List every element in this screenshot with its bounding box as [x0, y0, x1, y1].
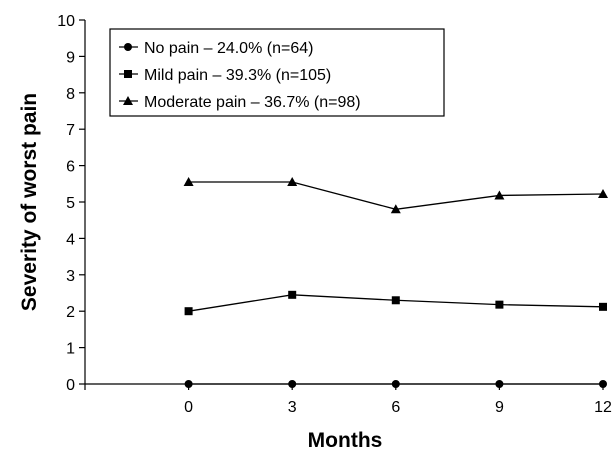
x-tick-label: 3 [288, 399, 297, 416]
data-point [184, 307, 193, 316]
data-point [390, 204, 401, 214]
x-tick-label: 12 [594, 399, 612, 416]
data-point [599, 380, 607, 388]
data-point [288, 290, 297, 299]
y-tick-label: 7 [66, 122, 75, 139]
series-layer [183, 176, 608, 388]
legend-label: Moderate pain – 36.7% (n=98) [144, 94, 361, 111]
x-axis-title: Months [308, 429, 383, 452]
legend-label: Mild pain – 39.3% (n=105) [144, 67, 331, 84]
series-triangle [183, 176, 608, 214]
y-tick-label: 4 [66, 231, 75, 248]
legend-items: No pain – 24.0% (n=64) Mild pain – 39.3% … [119, 40, 361, 111]
data-point [598, 188, 608, 198]
legend-marker [124, 43, 132, 51]
y-axis-title: Severity of worst pain [18, 93, 41, 311]
data-point [184, 380, 193, 388]
x-axis: 0 3 6 9 12 [84, 383, 612, 416]
legend-item: Mild pain – 39.3% (n=105) [119, 67, 331, 84]
legend-marker [124, 70, 132, 78]
y-tick-label: 1 [66, 341, 75, 358]
legend-marker [123, 96, 133, 105]
y-tick-label: 9 [66, 49, 75, 66]
x-tick-label: 0 [184, 399, 193, 416]
y-tick-label: 3 [66, 268, 75, 285]
data-point [391, 380, 400, 388]
data-point [495, 380, 504, 388]
series-circle [184, 380, 607, 388]
legend-item: Moderate pain – 36.7% (n=98) [119, 94, 361, 111]
y-tick-label: 10 [57, 13, 75, 30]
y-tick-label: 8 [66, 86, 75, 103]
y-tick-label: 2 [66, 304, 75, 321]
x-tick-label: 6 [391, 399, 400, 416]
y-tick-label: 6 [66, 159, 75, 176]
data-point [183, 176, 194, 186]
y-tick-label: 5 [66, 195, 75, 212]
legend-label: No pain – 24.0% (n=64) [144, 40, 313, 57]
data-point [599, 302, 607, 311]
y-axis: 0 1 2 3 4 5 6 7 8 9 10 [57, 13, 86, 394]
legend-item: No pain – 24.0% (n=64) [119, 40, 313, 57]
data-point [288, 380, 297, 388]
data-point [287, 176, 298, 186]
legend: No pain – 24.0% (n=64) Mild pain – 39.3% … [109, 28, 445, 117]
legend-box [109, 28, 445, 117]
data-point [391, 296, 400, 305]
data-point [495, 300, 504, 309]
data-point [494, 190, 505, 200]
x-tick-label: 9 [495, 399, 504, 416]
series-square [184, 290, 607, 316]
y-tick-label: 0 [66, 377, 75, 394]
